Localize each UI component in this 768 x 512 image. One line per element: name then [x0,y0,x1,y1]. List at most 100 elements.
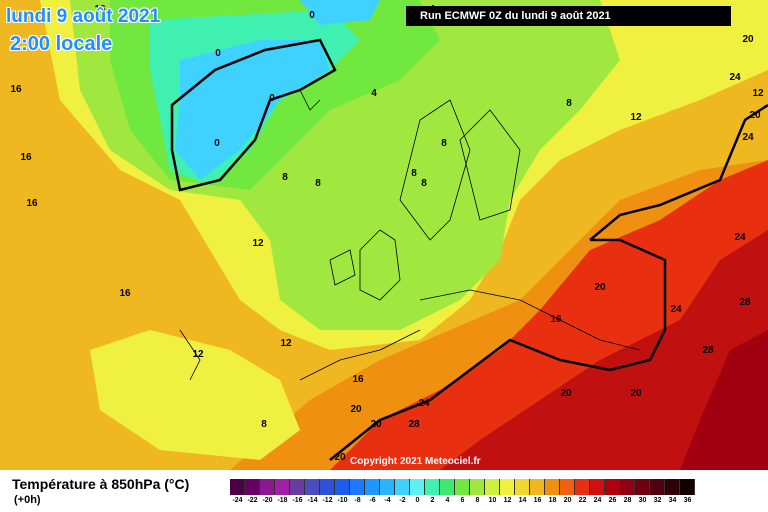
scale-swatch [620,479,635,495]
contour-label: 28 [702,345,714,356]
scale-swatch [245,479,260,495]
scale-tick-label: -22 [247,497,258,504]
scale-tick-label: 18 [548,497,557,504]
scale-swatch [530,479,545,495]
contour-label: 24 [729,72,741,83]
contour-label: 20 [350,404,362,415]
map-date-title: lundi 9 août 2021 [6,6,161,27]
scale-tick-label: -2 [399,497,406,504]
contour-label: 16 [550,314,562,325]
contour-label: 0 [214,138,220,149]
contour-label: 16 [94,4,106,15]
contour-label: 20 [742,34,754,45]
scale-swatch [605,479,620,495]
scale-tick-label: 22 [578,497,587,504]
scale-tick-label: -4 [384,497,391,504]
scale-tick-label: 36 [683,497,692,504]
scale-swatch [575,479,590,495]
scale-tick-label: 34 [668,497,677,504]
scale-tick-label: 24 [593,497,602,504]
contour-label: 12 [752,88,764,99]
scale-tick-label: 28 [623,497,632,504]
scale-swatch [410,479,425,495]
field-28 [440,230,768,470]
scale-tick-label: 26 [608,497,617,504]
scale-tick-label: 32 [653,497,662,504]
contour-label: 20 [560,388,572,399]
run-banner: Run ECMWF 0Z du lundi 9 août 2021 [406,6,731,26]
scale-swatch [485,479,500,495]
scale-swatch [365,479,380,495]
scale-swatch [335,479,350,495]
scale-swatch [440,479,455,495]
scale-swatch [515,479,530,495]
copyright-text: Copyright 2021 Meteociel.fr [350,456,481,467]
scale-swatch [230,479,245,495]
scale-tick-label: 10 [488,497,497,504]
contour-label: 8 [566,98,572,109]
contour-label: 16 [10,84,22,95]
field-cold [175,40,330,180]
legend-title: Température à 850hPa (°C) [12,476,190,492]
contour-label: 28 [739,297,751,308]
contour-label: 16 [119,288,131,299]
contour-label: 12 [192,349,204,360]
contour-label: 20 [334,452,346,463]
contour-label: 20 [370,419,382,430]
scale-tick-label: -20 [262,497,273,504]
contour-label: 8 [411,168,417,179]
scale-tick-label: 6 [460,497,465,504]
contour-label: 24 [734,232,746,243]
contour-label: 28 [408,419,420,430]
isotherm-20-b [329,238,667,461]
scale-tick-label: 2 [430,497,435,504]
scale-tick-label: 4 [445,497,450,504]
contour-label: 8 [441,138,447,149]
scale-tick-label: -24 [232,497,243,504]
scale-swatch [275,479,290,495]
scale-tick-label: -10 [337,497,348,504]
temperature-map: 1616161616161612121212128888888440000202… [0,0,768,470]
scale-tick-label: -16 [292,497,303,504]
contour-label: 0 [215,48,221,59]
scale-swatch [455,479,470,495]
isotherm-20 [589,103,768,241]
scale-tick-label: 0 [415,497,420,504]
legend-panel: Température à 850hPa (°C) (+0h) -24 -22 -2… [0,470,768,512]
contour-label: 8 [282,172,288,183]
scale-swatch [290,479,305,495]
scale-swatch [650,479,665,495]
scale-swatch [635,479,650,495]
legend-subtitle: (+0h) [14,494,41,506]
contour-label: 20 [749,110,761,121]
scale-swatch [305,479,320,495]
contour-label: 16 [26,198,38,209]
scale-tick-label: 16 [533,497,542,504]
scale-tick-label: 12 [503,497,512,504]
scale-swatch [680,479,695,495]
isotherm-0 [170,38,337,192]
contour-label: 24 [670,304,682,315]
scale-tick-label: -18 [277,497,288,504]
scale-swatch [350,479,365,495]
scale-tick-label: -8 [354,497,361,504]
contour-label: 12 [630,112,642,123]
scale-tick-label: 30 [638,497,647,504]
scale-swatch [545,479,560,495]
map-time-title: 2:00 locale [10,33,113,55]
contour-label: 0 [309,10,315,21]
contour-label: 8 [421,178,427,189]
contour-label: 24 [742,132,754,143]
contour-label: 20 [594,282,606,293]
contour-label: 12 [280,338,292,349]
scale-swatch [260,479,275,495]
scale-tick-label: 8 [475,497,480,504]
scale-swatch [560,479,575,495]
scale-tick-label: -12 [322,497,333,504]
scale-swatch [590,479,605,495]
scale-tick-label: -6 [369,497,376,504]
color-scale [230,479,695,495]
scale-swatch [380,479,395,495]
field-far-east [680,330,768,470]
